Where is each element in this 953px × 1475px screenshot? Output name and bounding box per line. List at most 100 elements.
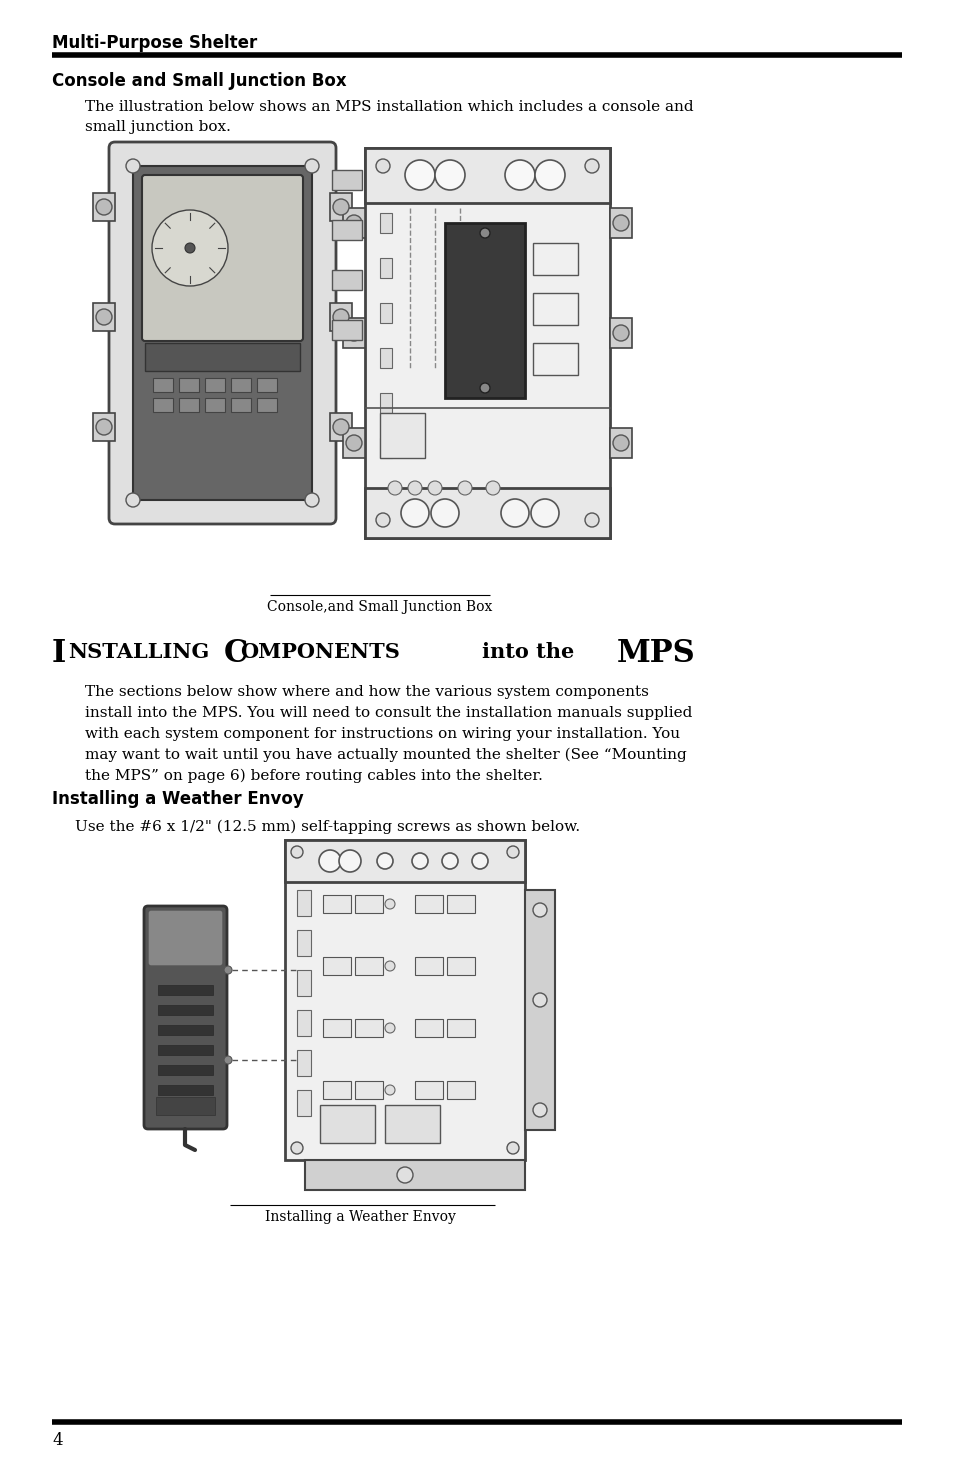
Bar [379,302,392,323]
Bar [205,378,225,392]
Bar [323,895,351,913]
Bar [447,1019,475,1037]
Circle shape [346,215,361,232]
Bar [447,957,475,975]
Circle shape [431,499,458,527]
Text: Multi-Purpose Shelter: Multi-Purpose Shelter [52,34,257,52]
FancyBboxPatch shape [132,167,312,500]
Bar [256,378,276,392]
Circle shape [506,1142,518,1153]
Circle shape [408,481,421,496]
Circle shape [506,847,518,858]
Circle shape [428,481,441,496]
Circle shape [305,493,318,507]
FancyBboxPatch shape [142,176,303,341]
FancyBboxPatch shape [148,910,223,966]
Text: may want to wait until you have actually mounted the shelter (See “Mounting: may want to wait until you have actually… [85,748,686,763]
Bar [533,344,578,375]
Text: NSTALLING: NSTALLING [68,642,209,662]
Bar [447,895,475,913]
Circle shape [333,419,349,435]
Circle shape [531,499,558,527]
Text: °: ° [282,212,292,232]
Bar [447,1081,475,1099]
Circle shape [291,1142,303,1153]
Circle shape [457,481,472,496]
FancyBboxPatch shape [144,906,227,1128]
Text: S: S [184,277,188,285]
Bar [156,1097,214,1115]
Text: The illustration below shows an MPS installation which includes a console and: The illustration below shows an MPS inst… [85,100,693,114]
Circle shape [472,853,488,869]
Text: Davis: Davis [450,248,476,257]
Bar [158,1025,213,1035]
Circle shape [533,903,546,917]
Bar [609,428,631,459]
Circle shape [500,499,529,527]
Circle shape [152,209,228,286]
Bar [158,1086,213,1094]
Bar [379,438,392,459]
Bar [533,243,578,274]
Bar [379,258,392,277]
Bar [379,212,392,233]
Circle shape [584,159,598,173]
Bar [609,319,631,348]
Text: C: C [224,639,248,670]
Circle shape [535,159,564,190]
Bar [343,319,365,348]
Bar [355,1019,382,1037]
Text: E: E [217,245,222,251]
Bar [415,957,442,975]
Circle shape [375,513,390,527]
Text: Console and Small Junction Box: Console and Small Junction Box [52,72,346,90]
Circle shape [613,435,628,451]
Bar [365,488,609,538]
Bar [256,398,276,412]
Bar [332,220,361,240]
Bar [332,170,361,190]
Text: 68.7: 68.7 [227,212,301,243]
Bar [379,348,392,367]
Text: Installing a Weather Envoy: Installing a Weather Envoy [264,1210,455,1224]
Circle shape [126,493,140,507]
Text: N: N [183,214,189,220]
Bar [379,413,424,459]
Circle shape [185,243,194,254]
Text: the MPS” on page 6) before routing cables into the shelter.: the MPS” on page 6) before routing cable… [85,768,542,783]
Circle shape [584,513,598,527]
Text: DAVIS: DAVIS [160,1100,188,1111]
Bar [179,398,199,412]
Bar [152,398,172,412]
Circle shape [479,229,490,237]
Text: W: W [150,245,156,251]
Bar [296,971,311,996]
Bar [379,392,392,413]
Bar [305,1159,524,1190]
Text: 18: 18 [181,235,208,254]
Bar [365,148,609,538]
Circle shape [613,215,628,232]
Bar [533,294,578,324]
Circle shape [375,159,390,173]
Bar [355,895,382,913]
Bar [415,895,442,913]
FancyBboxPatch shape [109,142,335,524]
Text: small junction box.: small junction box. [85,119,231,134]
Bar [158,1065,213,1075]
Circle shape [396,1167,413,1183]
Circle shape [388,481,401,496]
Bar [158,985,213,996]
Bar [330,193,352,221]
Text: MPS: MPS [617,639,695,670]
Circle shape [479,384,490,392]
Circle shape [412,853,428,869]
Circle shape [318,850,340,872]
Circle shape [96,419,112,435]
Bar [365,148,609,204]
Circle shape [346,435,361,451]
Bar [145,344,299,372]
Bar [319,1105,375,1143]
Circle shape [385,898,395,909]
Bar [205,398,225,412]
